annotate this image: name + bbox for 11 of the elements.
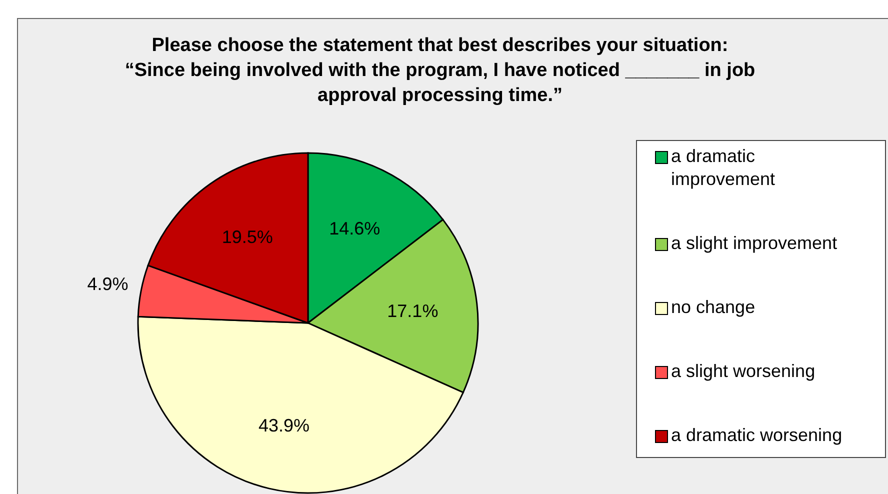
data-label: 43.9% xyxy=(258,416,310,436)
data-label: 14.6% xyxy=(329,218,380,238)
legend-label: a slight worsening xyxy=(671,360,816,383)
data-label: 19.5% xyxy=(222,226,273,247)
legend-label: a dramatic improvement xyxy=(671,145,776,191)
legend-label: a slight improvement xyxy=(671,232,838,255)
legend-label: no change xyxy=(671,296,756,319)
data-label: 17.1% xyxy=(387,300,438,321)
data-label: 4.9% xyxy=(87,274,128,294)
legend-label: a dramatic worsening xyxy=(671,424,842,447)
chart-title: Please choose the statement that best describes your situation: “Since being involved with the program, I have noticed _______ in job approval processing time.” xyxy=(124,34,756,108)
